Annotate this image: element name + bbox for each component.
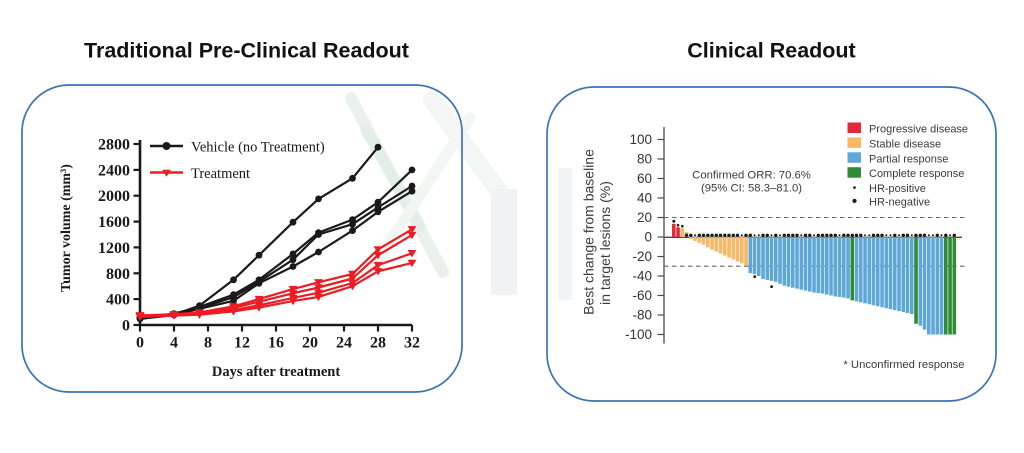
- svg-text:20: 20: [637, 210, 652, 225]
- svg-text:400: 400: [106, 292, 130, 309]
- svg-text:(95% CI: 58.3–81.0): (95% CI: 58.3–81.0): [701, 183, 802, 195]
- svg-text:-40: -40: [632, 269, 652, 284]
- svg-text:20: 20: [302, 335, 318, 352]
- svg-text:Vehicle (no Treatment): Vehicle (no Treatment): [191, 140, 325, 156]
- svg-text:2800: 2800: [98, 137, 130, 154]
- svg-text:Progressive disease: Progressive disease: [869, 124, 968, 136]
- svg-text:Tumor volume (mm³): Tumor volume (mm³): [59, 164, 74, 292]
- svg-text:Stable disease: Stable disease: [869, 138, 941, 150]
- svg-text:Confirmed ORR: 70.6%: Confirmed ORR: 70.6%: [692, 170, 811, 182]
- svg-text:Treatment: Treatment: [191, 166, 250, 182]
- svg-text:-20: -20: [632, 249, 652, 264]
- svg-text:100: 100: [629, 132, 652, 147]
- svg-text:-80: -80: [632, 308, 652, 323]
- svg-text:Complete response: Complete response: [869, 168, 964, 180]
- svg-text:in target lesions (%): in target lesions (%): [597, 181, 613, 305]
- svg-text:-60: -60: [632, 288, 652, 303]
- svg-text:800: 800: [106, 266, 130, 283]
- svg-text:Best change from baseline: Best change from baseline: [581, 149, 597, 315]
- svg-text:-100: -100: [625, 327, 652, 342]
- svg-text:80: 80: [637, 152, 652, 167]
- svg-text:2000: 2000: [98, 188, 130, 205]
- svg-text:1600: 1600: [98, 214, 130, 231]
- svg-text:2400: 2400: [98, 162, 130, 179]
- svg-text:Days after treatment: Days after treatment: [212, 364, 340, 380]
- svg-text:0: 0: [122, 318, 130, 335]
- svg-text:32: 32: [404, 335, 420, 352]
- svg-text:28: 28: [370, 335, 386, 352]
- svg-text:16: 16: [268, 335, 284, 352]
- svg-text:12: 12: [234, 335, 250, 352]
- svg-text:0: 0: [136, 335, 144, 352]
- svg-text:1200: 1200: [98, 240, 130, 257]
- svg-text:Traditional Pre-Clinical Reado: Traditional Pre-Clinical Readout: [84, 39, 409, 63]
- svg-text:HR-positive: HR-positive: [869, 183, 926, 195]
- svg-text:Partial response: Partial response: [869, 153, 949, 165]
- svg-text:0: 0: [644, 230, 652, 245]
- svg-text:4: 4: [170, 335, 178, 352]
- svg-text:8: 8: [204, 335, 212, 352]
- svg-text:24: 24: [336, 335, 352, 352]
- svg-text:HR-negative: HR-negative: [869, 196, 930, 208]
- svg-text:Clinical Readout: Clinical Readout: [687, 39, 855, 63]
- svg-text:* Unconfirmed response: * Unconfirmed response: [843, 359, 964, 371]
- svg-text:40: 40: [637, 191, 652, 206]
- svg-text:60: 60: [637, 171, 652, 186]
